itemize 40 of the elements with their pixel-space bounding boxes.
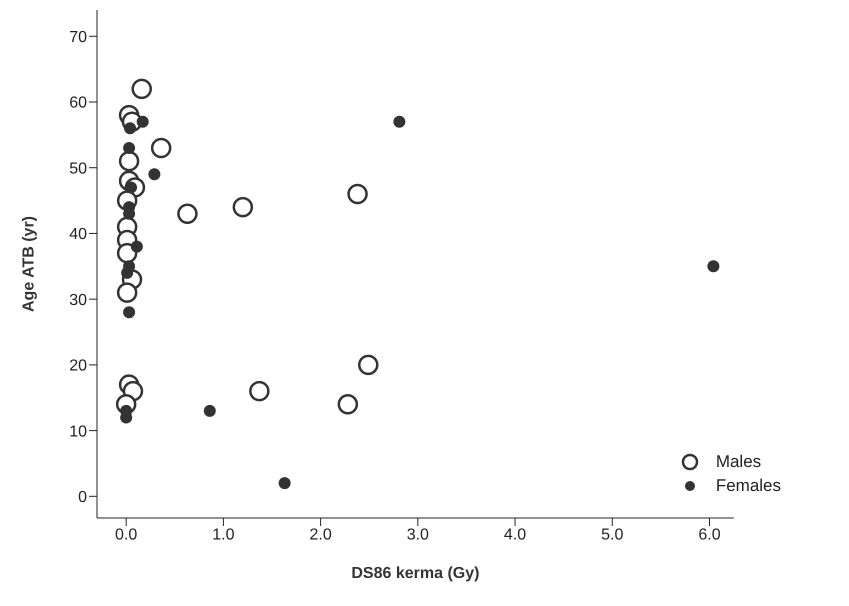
point <box>177 203 198 224</box>
y-tick-label: 30 <box>69 292 88 309</box>
point <box>130 240 143 253</box>
y-tick-label: 40 <box>69 226 88 244</box>
y-tick-label: 10 <box>69 423 88 440</box>
point <box>118 150 140 172</box>
y-tick-label: 70 <box>69 28 88 46</box>
x-tick-label: 5.0 <box>601 526 624 544</box>
point <box>131 78 152 100</box>
point <box>393 116 406 128</box>
x-tick-label: 0.0 <box>115 526 138 544</box>
point <box>204 404 216 417</box>
point <box>123 142 136 154</box>
x-tick-label: 3.0 <box>406 526 430 544</box>
point <box>136 116 149 128</box>
point <box>249 380 270 402</box>
point <box>116 282 138 303</box>
point <box>121 266 134 279</box>
point <box>278 477 291 490</box>
point <box>148 168 160 180</box>
legend-label: Females <box>716 476 781 496</box>
legend-label: Males <box>716 452 762 472</box>
point <box>358 354 379 376</box>
y-axis-title: Age ATB (yr) <box>20 216 38 312</box>
point <box>232 196 254 218</box>
x-tick-label: 6.0 <box>698 526 721 544</box>
x-axis-title: DS86 kerma (Gy) <box>351 565 480 582</box>
y-tick-label: 60 <box>69 94 88 112</box>
y-tick-label: 0 <box>78 488 88 506</box>
point <box>347 184 368 204</box>
point <box>123 306 136 318</box>
point <box>150 138 172 158</box>
x-tick-label: 1.0 <box>212 526 235 544</box>
x-tick-label: 2.0 <box>309 526 332 544</box>
point <box>124 122 136 134</box>
point <box>707 260 720 272</box>
y-tick-label: 20 <box>69 358 88 375</box>
point <box>338 394 358 415</box>
x-tick-label: 4.0 <box>504 526 526 544</box>
y-tick-label: 50 <box>69 160 88 178</box>
